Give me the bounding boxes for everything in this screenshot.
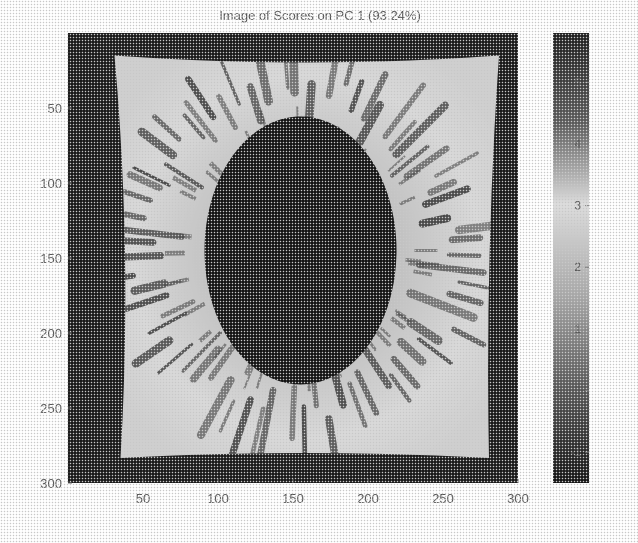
colorbar-tick-label: 4: [574, 137, 581, 151]
colorbar-tick-label: -1: [570, 445, 581, 459]
colorbar-tick-label: 1: [574, 322, 581, 336]
y-tick-label: 100: [40, 176, 62, 191]
y-tick-label: 200: [40, 326, 62, 341]
iris-streak: [289, 384, 298, 442]
colorbar-tick-label: 2: [574, 260, 581, 274]
y-tick-label: 300: [40, 476, 62, 491]
x-tick-label: 200: [357, 491, 379, 506]
heatmap-image: [68, 33, 518, 483]
colorbar: 5 4 3 2 1 0 -1: [553, 33, 589, 483]
x-tick-label: 250: [432, 491, 454, 506]
y-tick-label: 250: [40, 401, 62, 416]
iris-streak: [405, 258, 422, 264]
x-tick-label: 100: [207, 491, 229, 506]
iris-streak: [179, 233, 192, 240]
y-tick-label: 150: [40, 251, 62, 266]
iris-streak: [446, 252, 482, 258]
iris-streak: [408, 260, 426, 268]
colorbar-tick-label: 0: [574, 384, 581, 398]
colorbar-gradient: [553, 33, 589, 483]
x-tick-label: 150: [282, 491, 304, 506]
iris-streak: [305, 80, 316, 121]
colorbar-tick-label: 3: [574, 199, 581, 213]
x-tick-label: 50: [136, 491, 150, 506]
iris-streak: [418, 214, 452, 228]
y-tick-label: 50: [48, 101, 62, 116]
x-tick-label: 300: [507, 491, 529, 506]
iris-streak: [448, 234, 484, 244]
colorbar-tick-label: 5: [574, 75, 581, 89]
pupil: [204, 116, 397, 385]
chart-title: Image of Scores on PC 1 (93.24%): [219, 8, 421, 23]
